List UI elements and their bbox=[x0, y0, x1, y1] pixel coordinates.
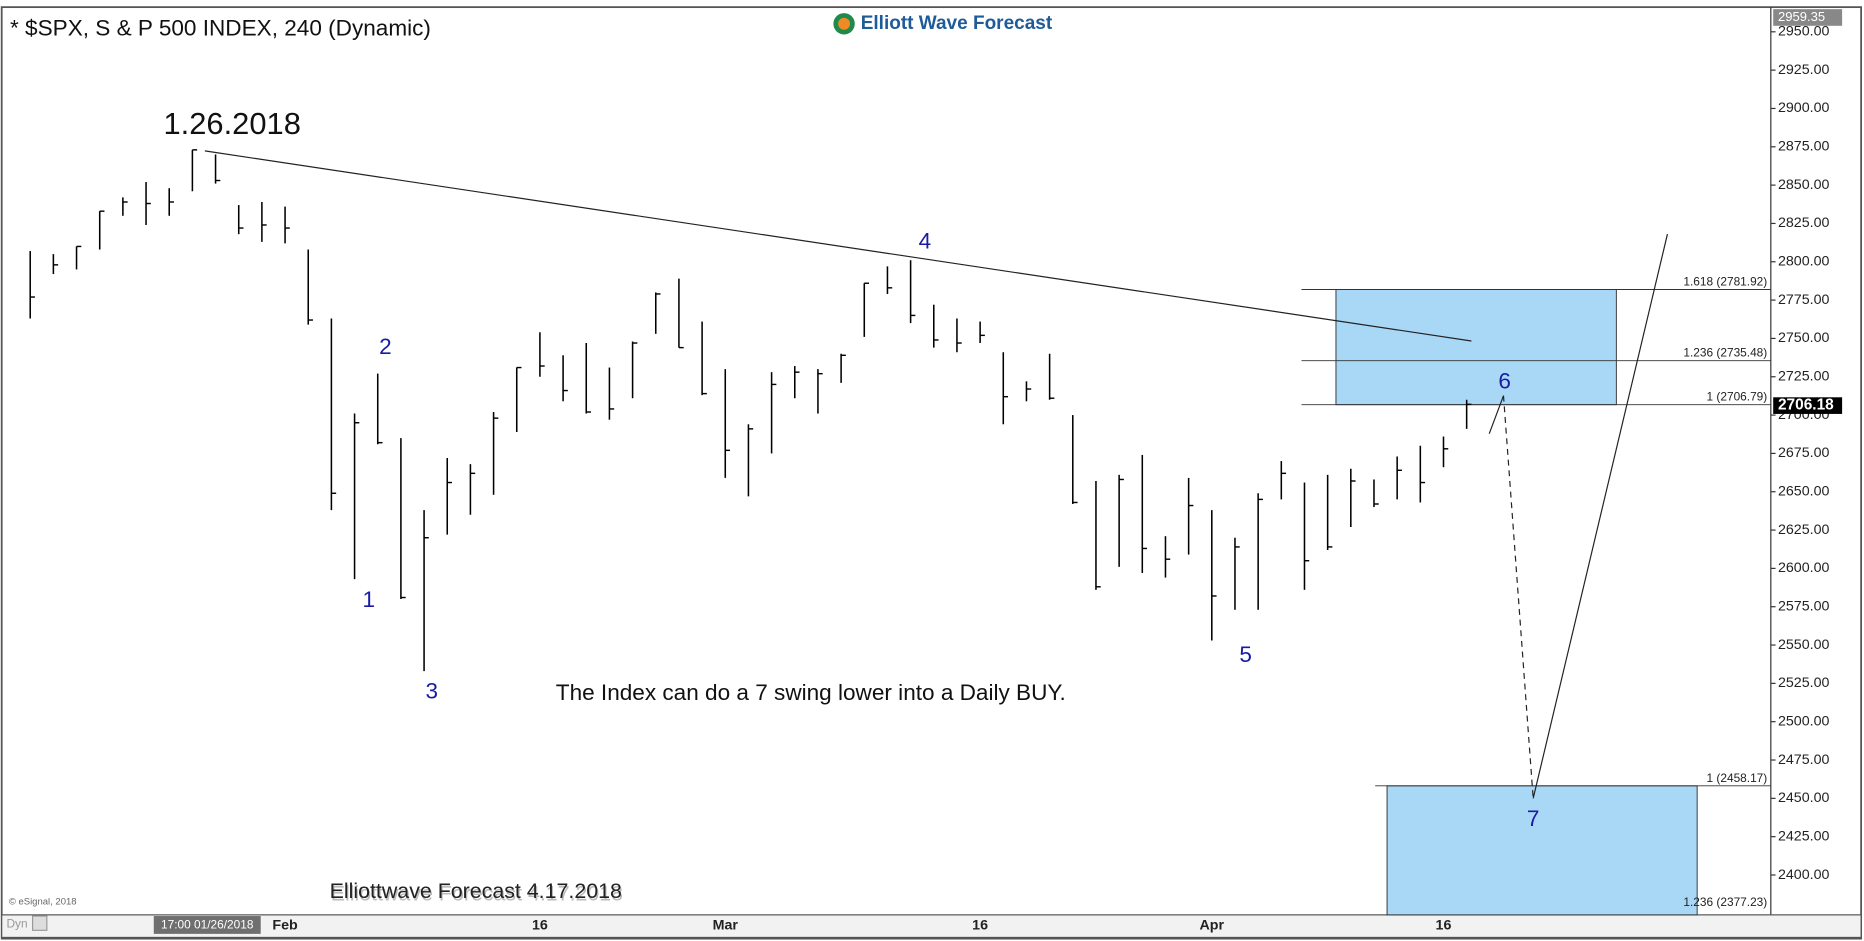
cursor-time: 17:00 01/26/2018 bbox=[161, 918, 254, 932]
wave-label: 4 bbox=[919, 228, 932, 253]
trend-line bbox=[204, 150, 1472, 342]
y-tick-label: 2425.00 bbox=[1778, 828, 1830, 844]
x-tick-label: Apr bbox=[1200, 917, 1225, 933]
logo-bg bbox=[827, 9, 1054, 39]
y-tick-label: 2875.00 bbox=[1778, 139, 1830, 155]
y-tick-label: 2450.00 bbox=[1778, 790, 1830, 806]
wave-label: 3 bbox=[426, 679, 439, 704]
target-zone bbox=[1386, 785, 1698, 916]
y-tick-label: 2550.00 bbox=[1778, 637, 1830, 653]
chart-title: * $SPX, S & P 500 INDEX, 240 (Dynamic) bbox=[10, 16, 431, 41]
fib-label: 1.236 (2735.48) bbox=[1683, 346, 1767, 360]
target-zone bbox=[1335, 289, 1617, 406]
price-tag: 2706.18 bbox=[1778, 397, 1834, 414]
y-tick-label: 2950.00 bbox=[1778, 24, 1830, 40]
cursor-time-bg bbox=[153, 916, 261, 934]
x-tick-label: 16 bbox=[1436, 917, 1452, 933]
y-tick-label: 2775.00 bbox=[1778, 292, 1830, 308]
footer-shadow: Elliottwave Forecast 4.17.2018 bbox=[331, 881, 623, 905]
y-tick-label: 2625.00 bbox=[1778, 522, 1830, 538]
fib-label: 1.618 (2781.92) bbox=[1683, 275, 1767, 289]
fib-label: 1 (2458.17) bbox=[1707, 771, 1768, 785]
fib-label: 1 (2706.79) bbox=[1707, 390, 1768, 404]
x-tick-label: 16 bbox=[532, 917, 548, 933]
x-tick-label: 16 bbox=[972, 917, 988, 933]
price-tag-bg bbox=[1773, 397, 1843, 414]
y-tick-label: 2900.00 bbox=[1778, 100, 1830, 116]
wave-label: 7 bbox=[1527, 806, 1540, 831]
source: © eSignal, 2018 bbox=[9, 896, 77, 907]
y-tick-label: 2675.00 bbox=[1778, 445, 1830, 461]
y-tick-label: 2600.00 bbox=[1778, 560, 1830, 576]
y-tick-label: 2475.00 bbox=[1778, 752, 1830, 768]
peak-label: 1.26.2018 bbox=[164, 106, 301, 141]
logo-icon-inner bbox=[838, 17, 851, 30]
y-tick-label: 2925.00 bbox=[1778, 62, 1830, 78]
price-tag: 2959.35 bbox=[1778, 9, 1825, 24]
x-axis-bar bbox=[1, 914, 1862, 939]
y-tick-label: 2725.00 bbox=[1778, 369, 1830, 385]
y-tick-label: 2575.00 bbox=[1778, 598, 1830, 614]
y-tick-label: 2825.00 bbox=[1778, 215, 1830, 231]
y-tick-label: 2500.00 bbox=[1778, 713, 1830, 729]
y-tick-label: 2800.00 bbox=[1778, 254, 1830, 270]
rally-line bbox=[1532, 233, 1669, 799]
projection-line bbox=[1502, 395, 1534, 799]
y-tick-label: 2850.00 bbox=[1778, 177, 1830, 193]
wave-label: 6 bbox=[1498, 369, 1511, 394]
y-tick-label: 2525.00 bbox=[1778, 675, 1830, 691]
fib-label: 1.236 (2377.23) bbox=[1683, 895, 1767, 909]
y-tick-label: 2650.00 bbox=[1778, 483, 1830, 499]
logo-text: Elliott Wave Forecast bbox=[861, 13, 1053, 34]
footer: Elliottwave Forecast 4.17.2018 bbox=[330, 879, 622, 903]
x-tick-label: Feb bbox=[272, 917, 298, 933]
logo: Elliott Wave Forecast bbox=[827, 9, 1054, 39]
price-tag-bg bbox=[1773, 9, 1843, 26]
path-line bbox=[1488, 395, 1505, 434]
x-tick-label: Mar bbox=[713, 917, 739, 933]
frame bbox=[0, 6, 1863, 940]
mode: Dyn bbox=[6, 917, 27, 931]
mode-button[interactable] bbox=[31, 915, 48, 931]
annotation: The Index can do a 7 swing lower into a … bbox=[556, 680, 1066, 705]
wave-label: 2 bbox=[379, 334, 392, 359]
y-tick-label: 2750.00 bbox=[1778, 330, 1830, 346]
wave-label: 5 bbox=[1239, 642, 1252, 667]
wave-label: 1 bbox=[363, 587, 376, 612]
y-tick-label: 2400.00 bbox=[1778, 867, 1830, 883]
